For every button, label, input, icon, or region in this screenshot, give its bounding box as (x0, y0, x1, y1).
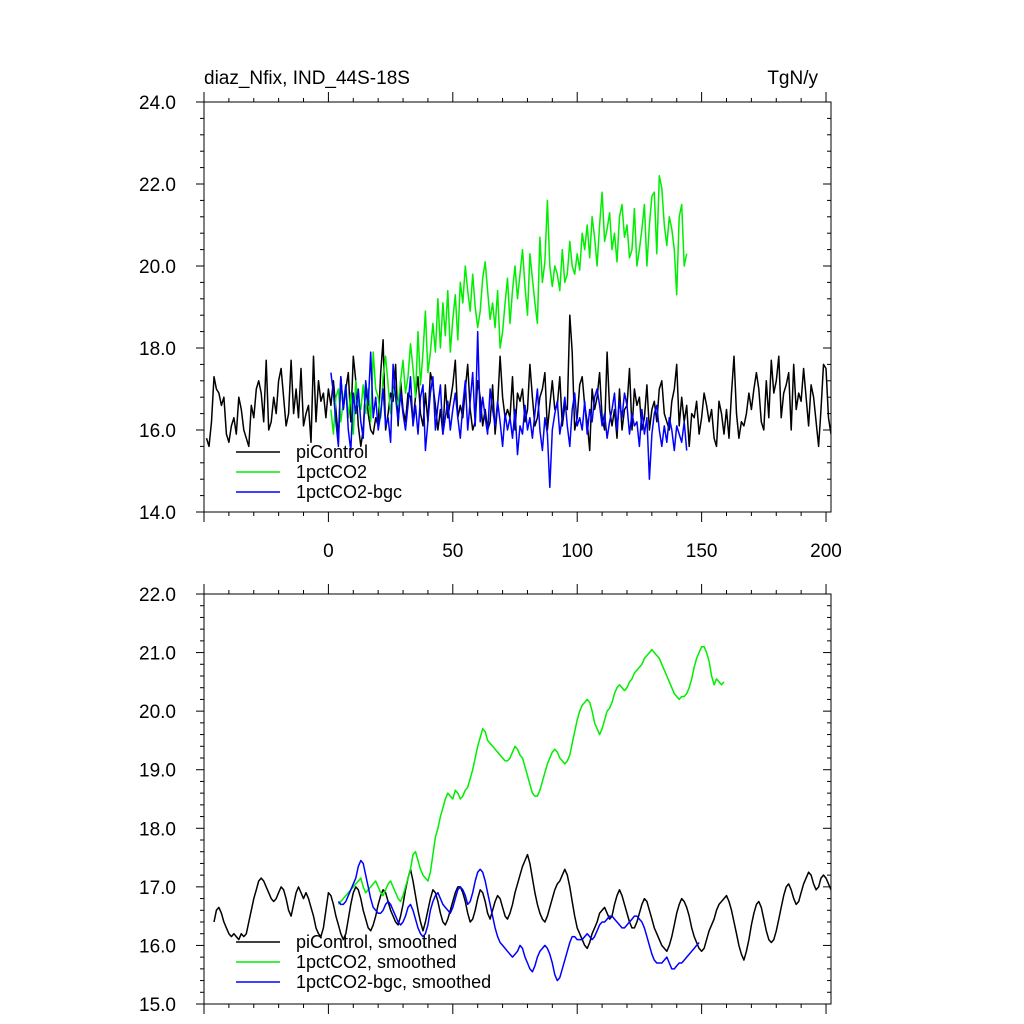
series-line-1pctco2-bgc (330, 330, 688, 489)
plot-title: diaz_Nfix, IND_44S-18S (204, 68, 410, 89)
y-tick-label: 16.0 (139, 936, 176, 957)
y-tick-label: 21.0 (139, 644, 176, 665)
legend-label: 1pctCO2, smoothed (296, 952, 456, 972)
series-line-1pctco2-bgc-smoothed (337, 859, 700, 982)
series-line-1pctco2 (330, 175, 688, 435)
x-tick-label: 200 (810, 541, 842, 562)
y-tick-label: 17.0 (139, 878, 176, 899)
units-label: TgN/y (767, 68, 818, 89)
plot-frame (203, 593, 832, 1005)
y-tick-label: 22.0 (139, 585, 176, 606)
y-tick-label: 18.0 (139, 819, 176, 840)
y-tick-label: 16.0 (139, 421, 176, 442)
series-line-picontrol-smoothed (213, 853, 831, 961)
legend-label: piControl (296, 442, 368, 462)
legend-label: 1pctCO2 (296, 462, 367, 482)
series-line-picontrol (205, 314, 831, 452)
top-panel-raw: 14.0 16.0 18.0 20.0 22.0 24.0 0 50 100 150 200 piCo… (139, 92, 842, 562)
y-tick-label: 24.0 (139, 93, 176, 114)
y-tick-label: 20.0 (139, 702, 176, 723)
bottom-panel-smoothed: 15.0 16.0 17.0 18.0 19.0 20.0 21.0 22.0 piContro… (139, 584, 832, 1016)
x-tick-label: 0 (323, 541, 334, 562)
y-tick-label: 14.0 (139, 503, 176, 524)
x-tick-label: 150 (686, 541, 718, 562)
y-tick-label: 22.0 (139, 175, 176, 196)
y-tick-label: 18.0 (139, 339, 176, 360)
legend-label: piControl, smoothed (296, 932, 457, 952)
x-tick-label: 100 (561, 541, 593, 562)
plot-frame (203, 101, 832, 513)
legend-label: 1pctCO2-bgc, smoothed (296, 972, 491, 992)
y-tick-label: 19.0 (139, 761, 176, 782)
legend-label: 1pctCO2-bgc (296, 482, 402, 502)
series-line-1pctco2-smoothed (337, 645, 725, 905)
x-tick-label: 50 (442, 541, 463, 562)
y-tick-label: 20.0 (139, 257, 176, 278)
y-tick-label: 15.0 (139, 995, 176, 1016)
